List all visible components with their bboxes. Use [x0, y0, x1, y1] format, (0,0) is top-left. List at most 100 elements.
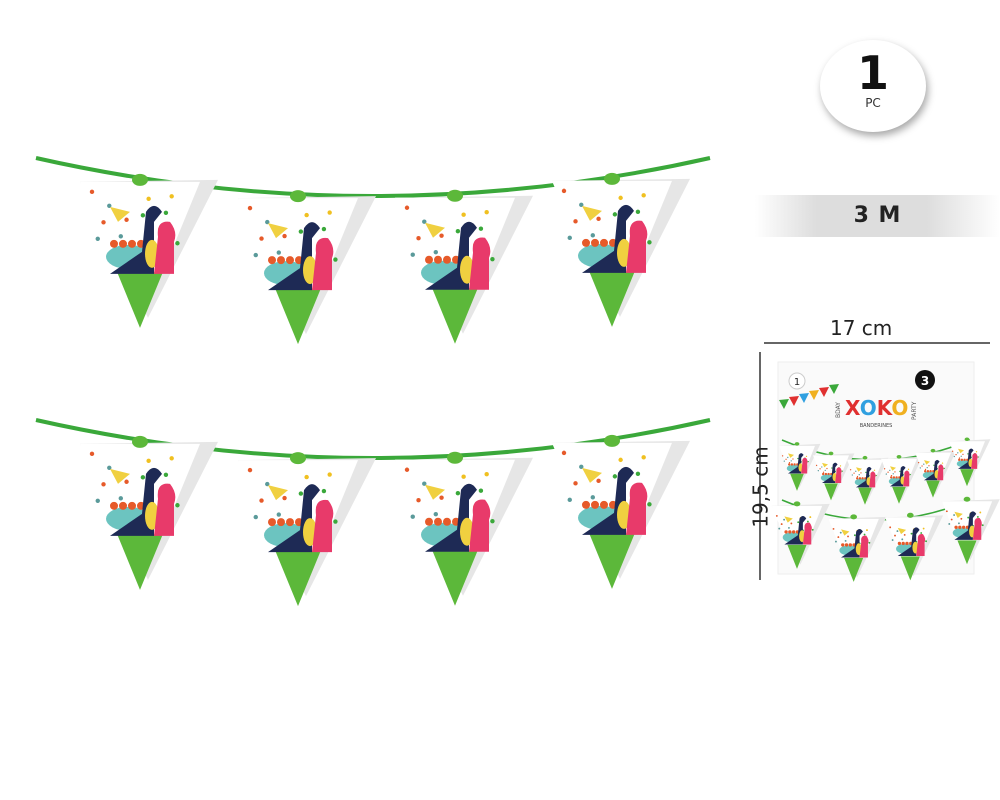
pink-dinosaur-icon: [469, 499, 491, 552]
confetti-dot: [853, 472, 855, 474]
pennant: [828, 514, 887, 582]
pterosaur-icon: [425, 222, 445, 238]
stego-plate: [929, 470, 932, 473]
confetti-dot: [647, 502, 652, 507]
stego-plate: [905, 541, 909, 546]
confetti-dot: [561, 450, 567, 456]
confetti-dot: [975, 451, 978, 453]
cloud-icon: [447, 451, 463, 464]
confetti-dot: [780, 523, 783, 526]
package-left-tag: BDAY: [835, 402, 842, 418]
confetti-dot: [101, 220, 106, 225]
confetti-dot: [163, 472, 169, 477]
confetti-dot: [175, 503, 180, 508]
pterosaur-icon: [822, 462, 828, 468]
confetti-dot: [788, 526, 790, 529]
confetti-dot: [883, 468, 886, 470]
confetti-dot: [422, 481, 427, 486]
package-right-tag: PARTY: [911, 401, 918, 420]
pennant: [771, 501, 830, 569]
confetti-dot: [910, 532, 913, 535]
stego-plate: [443, 255, 451, 264]
brand-logo-letter: K: [877, 396, 894, 420]
pennant: [881, 455, 923, 504]
confetti-dot: [787, 456, 789, 459]
confetti-dot: [783, 518, 786, 521]
confetti-dot: [945, 510, 948, 513]
package-product-name: BANDERINES: [860, 423, 893, 429]
cloud-icon: [862, 455, 868, 460]
confetti-dot: [101, 482, 106, 487]
stego-plate: [790, 463, 794, 466]
confetti-dot: [958, 522, 960, 525]
confetti-dot: [967, 453, 969, 455]
pterosaur-icon: [958, 448, 964, 454]
stego-plate: [890, 476, 893, 479]
pterosaur-icon: [954, 511, 963, 519]
confetti-dot: [788, 462, 791, 464]
confetti-dot: [596, 478, 601, 484]
confetti-dot: [821, 466, 823, 468]
pennant: [80, 173, 218, 328]
pink-dinosaur-icon: [312, 499, 334, 553]
pink-dinosaur-icon: [802, 522, 812, 545]
confetti-dot: [960, 455, 962, 457]
confetti-dot: [790, 460, 792, 462]
confetti-dot: [140, 475, 146, 480]
confetti-dot: [304, 212, 309, 218]
confetti-dot: [889, 526, 892, 529]
cloud-icon: [964, 437, 970, 442]
confetti-dot: [455, 229, 461, 234]
pterosaur-icon: [425, 484, 445, 500]
confetti-dot: [926, 466, 928, 469]
stego-plate: [443, 517, 451, 526]
pterosaur-icon: [924, 460, 930, 465]
confetti-dot: [868, 541, 871, 544]
confetti-dot: [298, 491, 304, 496]
stego-plate: [858, 477, 862, 480]
confetti-dot: [899, 470, 901, 473]
confetti-dot: [579, 202, 584, 208]
confetti-dot: [849, 469, 852, 471]
pennant-grass-tip: [824, 483, 838, 501]
confetti-dot: [410, 252, 415, 257]
stego-plate: [960, 458, 964, 462]
quantity-number: 1: [856, 46, 889, 100]
pennant-grass-tip: [275, 550, 321, 607]
pennant-grass-tip: [589, 271, 635, 327]
pennant-grass-tip: [589, 533, 635, 589]
confetti-dot: [433, 249, 438, 255]
confetti-dot: [865, 471, 867, 474]
confetti-dot: [981, 524, 984, 527]
confetti-dot: [253, 514, 258, 520]
pterosaur-icon: [841, 529, 850, 536]
confetti-dot: [333, 257, 338, 262]
confetti-dot: [920, 532, 923, 534]
confetti-dot: [282, 233, 287, 239]
stego-plate: [841, 543, 845, 547]
confetti-dot: [919, 467, 921, 469]
confetti-dot: [844, 539, 847, 542]
confetti-dot: [641, 455, 646, 460]
confetti-dot: [855, 470, 857, 472]
pink-dinosaur-icon: [154, 483, 176, 536]
cloud-icon: [794, 442, 800, 446]
pennant: [949, 437, 991, 487]
confetti-dot: [484, 471, 489, 477]
confetti-dot: [124, 217, 129, 222]
stego-plate: [848, 543, 852, 547]
mini-flag: [829, 384, 839, 394]
count-circle-right: [915, 370, 935, 390]
pennant-grass-tip: [790, 473, 804, 491]
stego-plate: [286, 256, 294, 265]
confetti-dot: [247, 205, 253, 211]
stego-plate: [954, 525, 958, 529]
cloud-icon: [132, 173, 148, 186]
pink-dinosaur-icon: [971, 453, 978, 469]
confetti-dot: [891, 539, 894, 541]
confetti-dot: [901, 538, 904, 541]
confetti-dot: [875, 474, 877, 477]
confetti-dot: [921, 465, 923, 467]
confetti-dot: [484, 209, 489, 215]
confetti-dot: [941, 462, 944, 464]
